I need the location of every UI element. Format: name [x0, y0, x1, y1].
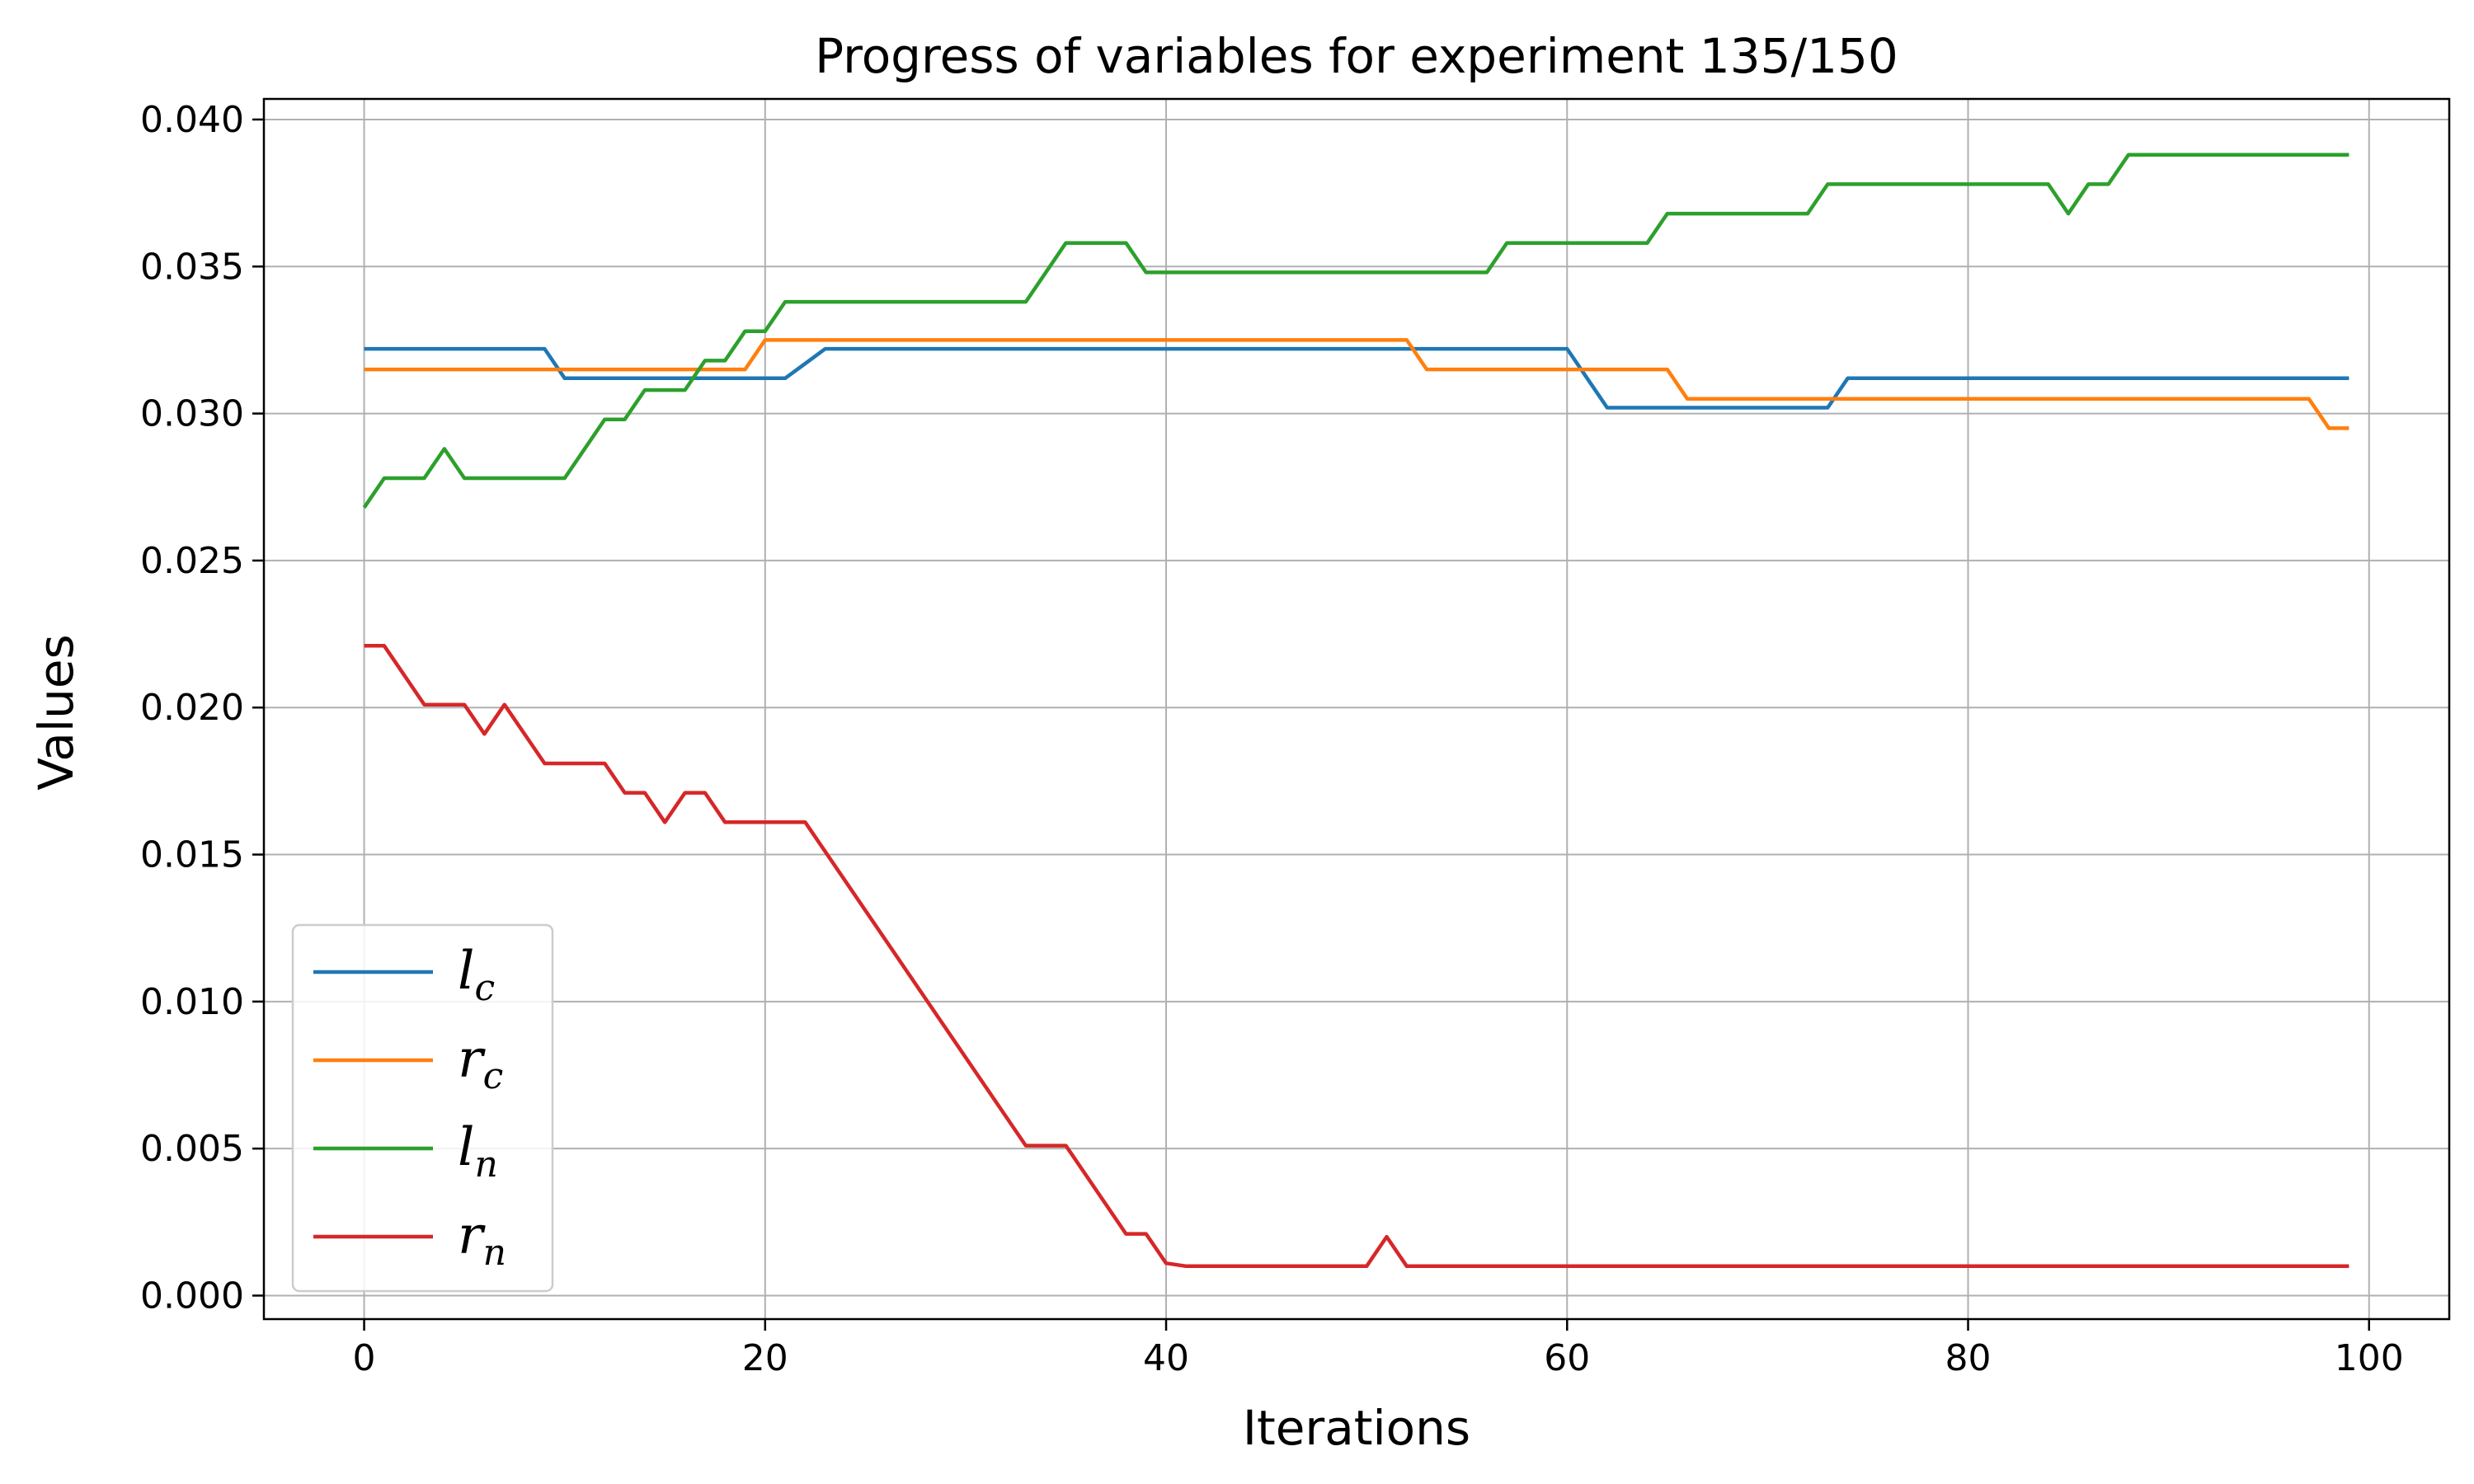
legend-label-l-n: ln [458, 1117, 498, 1186]
legend-label-main: l [458, 941, 474, 1002]
y-tick-label: 0.000 [140, 1275, 244, 1317]
y-tick-label: 0.010 [140, 981, 244, 1023]
chart-title: Progress of variables for experiment 135… [815, 28, 1898, 84]
legend-label-main: r [458, 1029, 486, 1090]
y-tick-label: 0.015 [140, 834, 244, 876]
y-tick-label: 0.025 [140, 540, 244, 582]
series-line-l-c [364, 346, 2349, 410]
x-tick-label: 100 [2335, 1337, 2404, 1379]
legend-label-r-c: rc [458, 1029, 503, 1097]
x-tick-label: 20 [742, 1337, 788, 1379]
x-tick-label: 40 [1143, 1337, 1189, 1379]
legend-label-l-c: lc [458, 941, 495, 1009]
axis-ticks: 0 20 40 60 80 100 0.000 0.005 0.010 0.015 0.020 0.0… [140, 99, 2404, 1379]
grid-lines [264, 99, 2449, 1319]
series-line-r-n [364, 644, 2349, 1269]
y-tick-label: 0.020 [140, 687, 244, 729]
legend-label-main: r [458, 1205, 486, 1266]
y-tick-label: 0.040 [140, 99, 244, 141]
plot-area-frame [262, 97, 2451, 1321]
legend-label-r-n: rn [458, 1205, 506, 1274]
x-tick-label: 80 [1945, 1337, 1992, 1379]
legend-label-subscript: n [474, 1144, 497, 1186]
series-lines [362, 153, 2349, 1269]
legend-box [291, 923, 554, 1293]
legend-label-subscript: c [474, 967, 495, 1009]
x-tick-label: 0 [353, 1337, 376, 1379]
y-axis-title: Values [28, 634, 84, 791]
series-line-l-n [362, 153, 2349, 509]
x-tick-label: 60 [1544, 1337, 1590, 1379]
y-tick-label: 0.030 [140, 393, 244, 435]
x-axis-title: Iterations [1243, 1400, 1470, 1456]
legend-label-subscript: n [483, 1232, 506, 1274]
y-tick-label: 0.035 [140, 246, 244, 288]
series-line-r-c [364, 338, 2349, 430]
legend-label-subscript: c [483, 1055, 504, 1097]
legend-label-main: l [458, 1117, 474, 1178]
y-tick-label: 0.005 [140, 1128, 244, 1170]
